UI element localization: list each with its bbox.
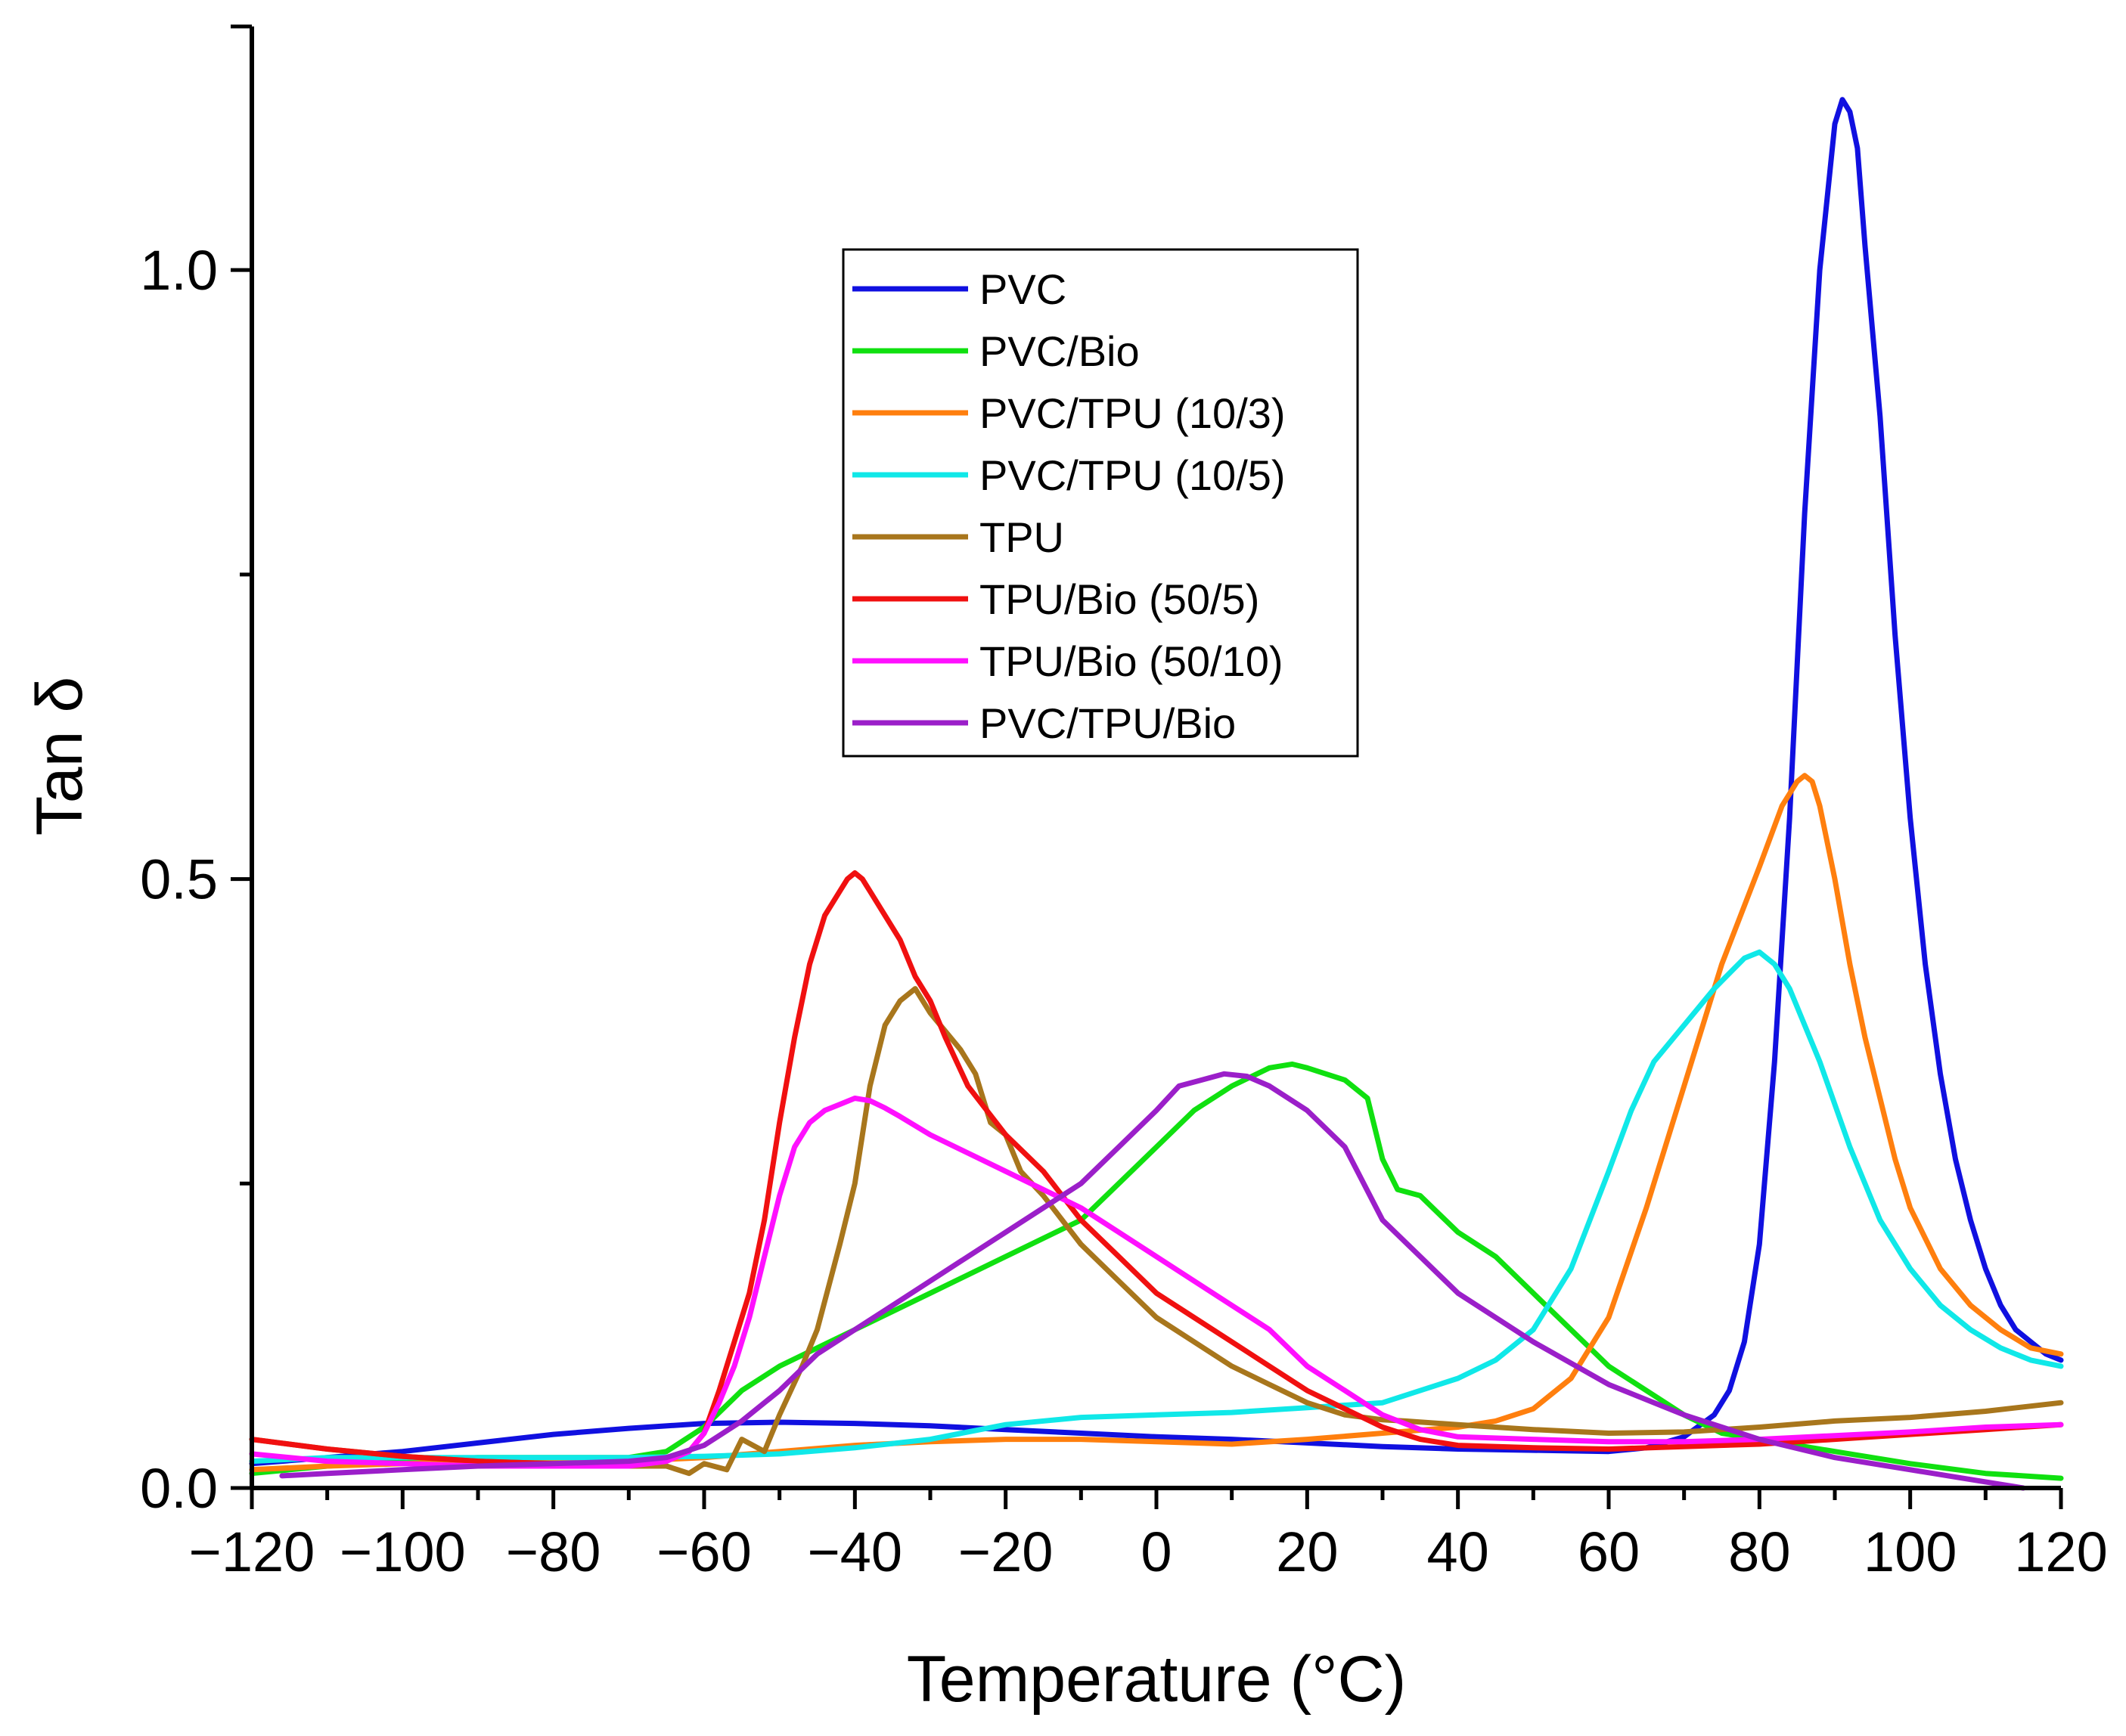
- legend: PVC PVC/Bio PVC/TPU (10/3) PVC/TPU (10/5) TP…: [842, 248, 1359, 758]
- x-tick-label: 60: [1578, 1521, 1640, 1583]
- legend-box: [842, 248, 1359, 758]
- x-tick-label: 0: [1141, 1521, 1172, 1583]
- legend-label-2: PVC/TPU (10/3): [979, 389, 1286, 437]
- x-tick-label: 100: [1864, 1521, 1957, 1583]
- legend-label-1: PVC/Bio: [979, 327, 1140, 375]
- series-line-0: [249, 97, 2064, 1467]
- x-tick-label: 40: [1427, 1521, 1489, 1583]
- series-line-4: [249, 986, 2064, 1477]
- x-tick-label: −120: [189, 1521, 315, 1583]
- x-tick-label: −60: [656, 1521, 752, 1583]
- legend-label-3: PVC/TPU (10/5): [979, 451, 1286, 499]
- legend-label-7: PVC/TPU/Bio: [979, 699, 1236, 747]
- x-tick-label: 120: [2014, 1521, 2107, 1583]
- x-tick-label: −80: [506, 1521, 601, 1583]
- legend-label-4: TPU: [979, 513, 1064, 561]
- legend-label-6: TPU/Bio (50/10): [979, 637, 1283, 685]
- series-layer: [249, 97, 2064, 1491]
- x-tick-label: 80: [1728, 1521, 1790, 1583]
- y-tick-label: 0.5: [140, 848, 218, 911]
- series-line-1: [249, 1061, 2064, 1481]
- x-tick-label: −100: [340, 1521, 466, 1583]
- ticks-layer: −120 −100 −80 −60 −40 −20 0 20 40 60 80 100 120 0.0 0.…: [140, 24, 2108, 1583]
- series-line-3: [249, 949, 2064, 1465]
- legend-label-0: PVC: [979, 265, 1066, 313]
- x-tick-label: −20: [958, 1521, 1054, 1583]
- legend-label-5: TPU/Bio (50/5): [979, 575, 1259, 623]
- y-tick-label: 1.0: [140, 239, 218, 302]
- series-line-7: [279, 1071, 2026, 1491]
- x-tick-label: −40: [808, 1521, 903, 1583]
- y-axis-title: Tan δ: [23, 677, 96, 835]
- y-tick-label: 0.0: [140, 1457, 218, 1520]
- x-axis-title: Temperature (°C): [907, 1643, 1406, 1716]
- series-line-6: [249, 1096, 2064, 1469]
- x-tick-label: 20: [1276, 1521, 1338, 1583]
